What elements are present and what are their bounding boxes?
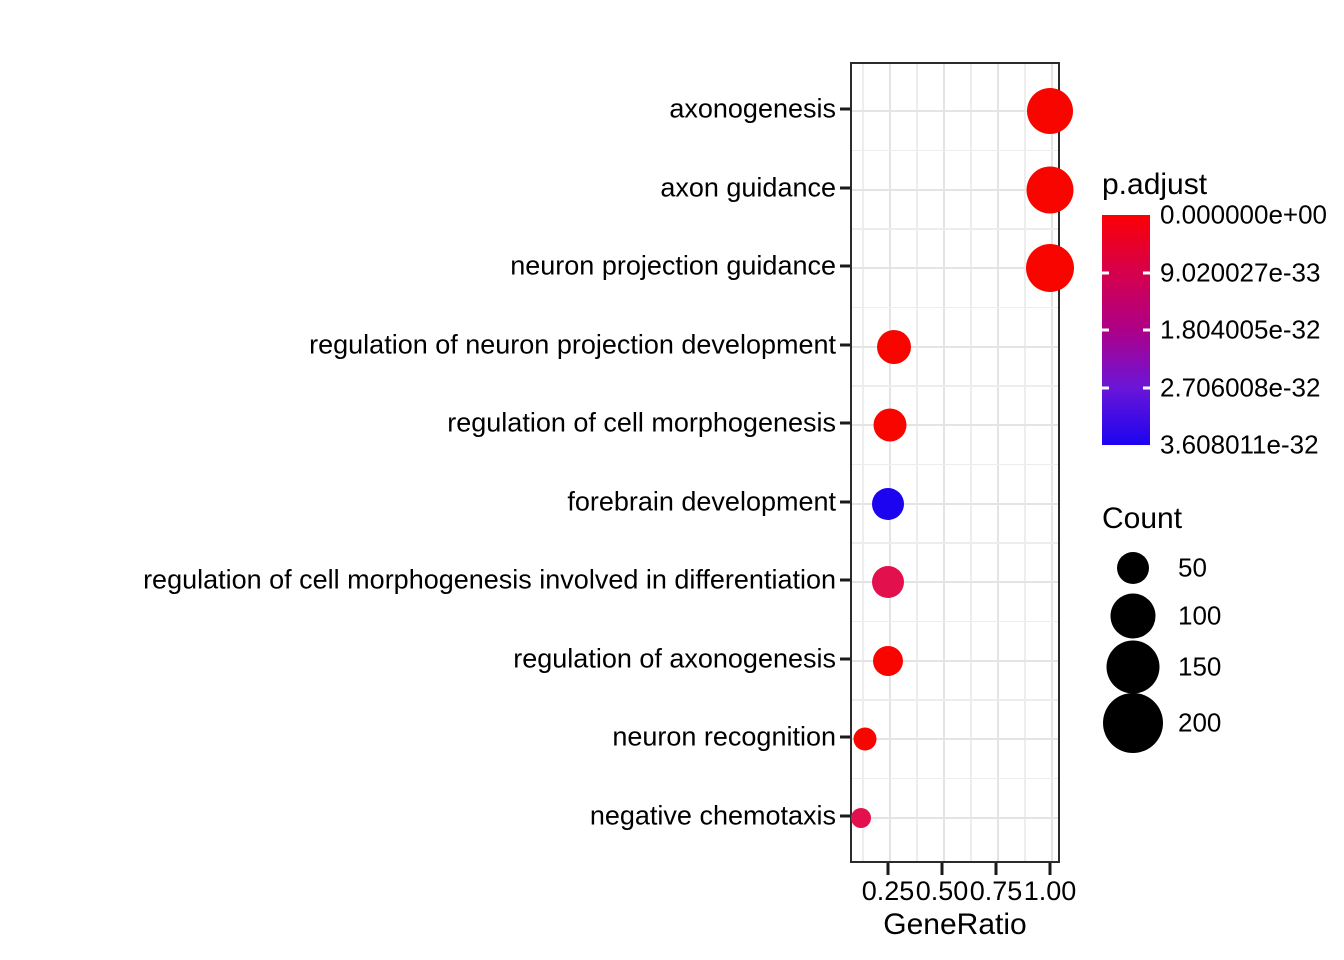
gridline-minor-y bbox=[852, 777, 1058, 780]
size-legend-title: Count bbox=[1102, 502, 1183, 535]
y-axis-label: regulation of axonogenesis bbox=[513, 643, 836, 674]
gridline-minor-y bbox=[852, 620, 1058, 623]
gridline-minor-y bbox=[852, 306, 1058, 309]
gridline-major-x bbox=[943, 64, 945, 861]
y-axis-label: axonogenesis bbox=[669, 93, 836, 124]
gridline-major-y bbox=[852, 110, 1058, 113]
y-axis-label: negative chemotaxis bbox=[589, 800, 836, 831]
y-axis-label: regulation of cell morphogenesis bbox=[447, 407, 836, 438]
y-axis-label: neuron projection guidance bbox=[510, 250, 836, 281]
gridline-major-y bbox=[852, 345, 1058, 348]
gridline-minor-y bbox=[852, 385, 1058, 387]
x-tick-mark bbox=[994, 863, 998, 875]
gridline-major-y bbox=[852, 581, 1058, 584]
colorbar-label: 3.608011e-32 bbox=[1160, 429, 1319, 460]
y-axis-label: regulation of neuron projection developm… bbox=[309, 329, 836, 360]
x-tick-label: 1.00 bbox=[1023, 876, 1077, 906]
x-tick-mark bbox=[886, 863, 890, 875]
data-point-regulation-of-neuron-projection-development bbox=[877, 329, 912, 364]
y-axis-label: regulation of cell morphogenesis involve… bbox=[143, 564, 836, 595]
colorbar-label: 1.804005e-32 bbox=[1160, 314, 1321, 345]
y-tick-mark bbox=[840, 578, 850, 582]
x-tick-mark bbox=[940, 863, 944, 875]
gridline-major-y bbox=[852, 816, 1058, 819]
count-legend-label: 100 bbox=[1178, 600, 1222, 631]
y-tick-mark bbox=[840, 500, 850, 504]
data-point-negative-chemotaxis bbox=[850, 807, 871, 828]
y-tick-mark bbox=[840, 343, 850, 347]
count-legend-circle bbox=[1106, 640, 1160, 694]
gridline-minor-x bbox=[862, 64, 864, 861]
gridline-minor-y bbox=[852, 228, 1058, 230]
data-point-axonogenesis bbox=[1026, 88, 1073, 135]
y-tick-mark bbox=[840, 264, 850, 268]
count-legend-label: 50 bbox=[1178, 552, 1207, 583]
gridline-minor-y bbox=[852, 699, 1058, 701]
data-point-regulation-of-axonogenesis bbox=[872, 645, 903, 676]
y-tick-mark bbox=[840, 657, 850, 661]
gridline-major-y bbox=[852, 738, 1058, 741]
data-point-forebrain-development bbox=[871, 487, 904, 520]
colorbar-tick bbox=[1102, 271, 1109, 274]
gridline-major-y bbox=[852, 188, 1058, 191]
count-legend-circle bbox=[1110, 593, 1156, 639]
count-legend-circle bbox=[1117, 552, 1149, 584]
gridline-minor-y bbox=[852, 463, 1058, 466]
colorbar-label: 0.000000e+00 bbox=[1160, 199, 1328, 230]
y-axis-label: neuron recognition bbox=[612, 721, 836, 752]
x-axis-title: GeneRatio bbox=[883, 908, 1027, 941]
gridline-major-x bbox=[889, 64, 891, 861]
y-tick-mark bbox=[840, 186, 850, 190]
gridline-minor-x bbox=[970, 64, 972, 861]
colorbar-gradient bbox=[1102, 215, 1150, 445]
gridline-minor-x bbox=[1024, 64, 1026, 861]
data-point-neuron-recognition bbox=[853, 727, 877, 751]
colorbar-label: 2.706008e-32 bbox=[1160, 372, 1321, 402]
colorbar-tick bbox=[1102, 386, 1109, 389]
gridline-major-y bbox=[852, 267, 1058, 270]
data-point-regulation-of-cell-morphogenesis-involved-in-differentiation bbox=[871, 566, 904, 599]
colorbar-tick bbox=[1102, 328, 1109, 332]
gridline-major-y bbox=[852, 424, 1058, 427]
gridline-minor-y bbox=[852, 542, 1058, 544]
data-point-axon-guidance bbox=[1026, 166, 1074, 214]
gridline-minor-y bbox=[852, 149, 1058, 152]
gridline-major-x bbox=[997, 64, 999, 861]
y-axis-label: axon guidance bbox=[660, 172, 836, 203]
gridline-minor-x bbox=[916, 64, 918, 861]
color-legend-title: p.adjust bbox=[1102, 168, 1208, 201]
colorbar-label: 9.020027e-33 bbox=[1160, 257, 1321, 287]
count-legend-label: 200 bbox=[1178, 707, 1222, 738]
data-point-neuron-projection-guidance bbox=[1025, 244, 1074, 293]
x-tick-mark bbox=[1048, 863, 1052, 875]
y-tick-mark bbox=[840, 735, 850, 739]
x-tick-label: 0.25 bbox=[861, 876, 915, 906]
x-tick-label: 0.50 bbox=[915, 876, 969, 906]
colorbar-tick bbox=[1143, 271, 1150, 274]
count-legend-circle bbox=[1103, 693, 1163, 753]
plot-panel bbox=[850, 62, 1074, 863]
gridline-major-y bbox=[852, 502, 1058, 505]
y-axis-label: forebrain development bbox=[567, 486, 836, 517]
count-legend-label: 150 bbox=[1178, 651, 1222, 682]
y-tick-mark bbox=[840, 421, 850, 425]
data-point-regulation-of-cell-morphogenesis bbox=[873, 408, 907, 442]
y-tick-mark bbox=[840, 107, 850, 111]
gridline-major-y bbox=[852, 659, 1058, 662]
gridline-major-x bbox=[1051, 64, 1053, 861]
y-tick-mark bbox=[840, 814, 850, 818]
colorbar-tick bbox=[1143, 328, 1150, 332]
colorbar-tick bbox=[1143, 386, 1150, 389]
x-tick-label: 0.75 bbox=[969, 876, 1023, 906]
